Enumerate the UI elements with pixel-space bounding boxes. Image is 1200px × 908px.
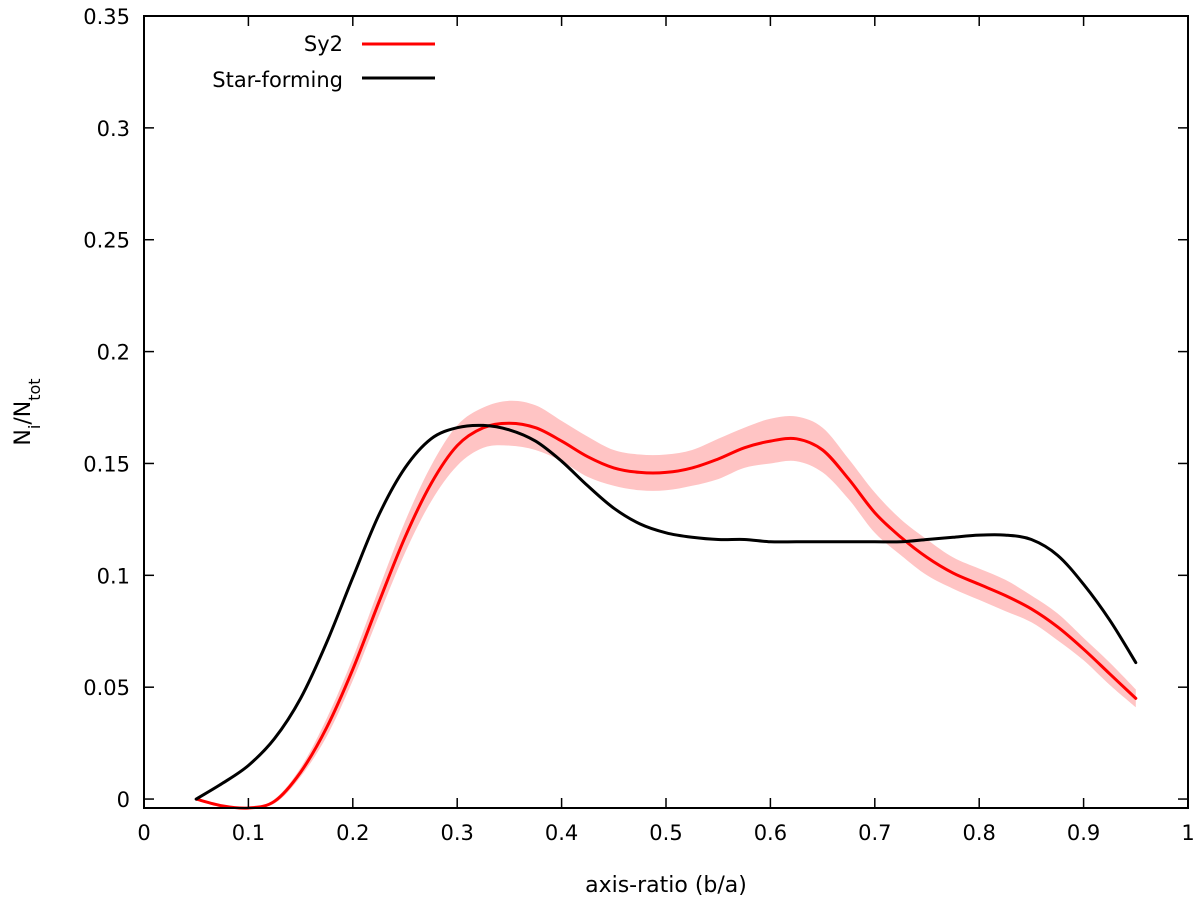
x-tick-label: 0.1: [232, 821, 265, 845]
y-tick-label: 0.05: [83, 676, 130, 700]
x-axis-ticks: 0 0.1 0.2 0.3 0.4 0.5 0.6 0.7 0.8 0.9 1: [137, 16, 1195, 845]
x-tick-label: 0.2: [336, 821, 369, 845]
legend-label-star-forming: Star-forming: [212, 68, 343, 92]
y-tick-label: 0: [117, 788, 130, 812]
y-axis-ticks: 0 0.05 0.1 0.15 0.2 0.25 0.3 0.35: [83, 5, 1188, 812]
x-tick-label: 0.9: [1067, 821, 1100, 845]
y-tick-label: 0.15: [83, 452, 130, 476]
y-tick-label: 0.35: [83, 5, 130, 29]
y-tick-label: 0.1: [97, 564, 130, 588]
y-tick-label: 0.3: [97, 117, 130, 141]
x-tick-label: 0.3: [440, 821, 473, 845]
band-sy2: [196, 400, 1136, 809]
x-axis-title: axis-ratio (b/a): [585, 873, 747, 898]
legend-label-sy2: Sy2: [304, 32, 343, 56]
x-tick-label: 0.4: [545, 821, 578, 845]
y-tick-label: 0.2: [97, 341, 130, 365]
legend-item-star-forming: Star-forming: [212, 68, 435, 92]
x-tick-label: 0.8: [962, 821, 995, 845]
legend: Sy2 Star-forming: [212, 32, 435, 92]
y-tick-label: 0.25: [83, 229, 130, 253]
x-tick-label: 0.7: [858, 821, 891, 845]
x-tick-label: 0: [137, 821, 150, 845]
series-lines: [194, 421, 1138, 810]
legend-item-sy2: Sy2: [304, 32, 435, 56]
series-line-star-forming: [194, 423, 1138, 801]
x-tick-label: 0.5: [649, 821, 682, 845]
confidence-bands: [196, 400, 1136, 809]
y-axis-title: Ni/Ntot: [11, 378, 44, 445]
x-tick-label: 0.6: [754, 821, 787, 845]
x-tick-label: 1: [1181, 821, 1194, 845]
series-line-sy2: [194, 421, 1138, 810]
